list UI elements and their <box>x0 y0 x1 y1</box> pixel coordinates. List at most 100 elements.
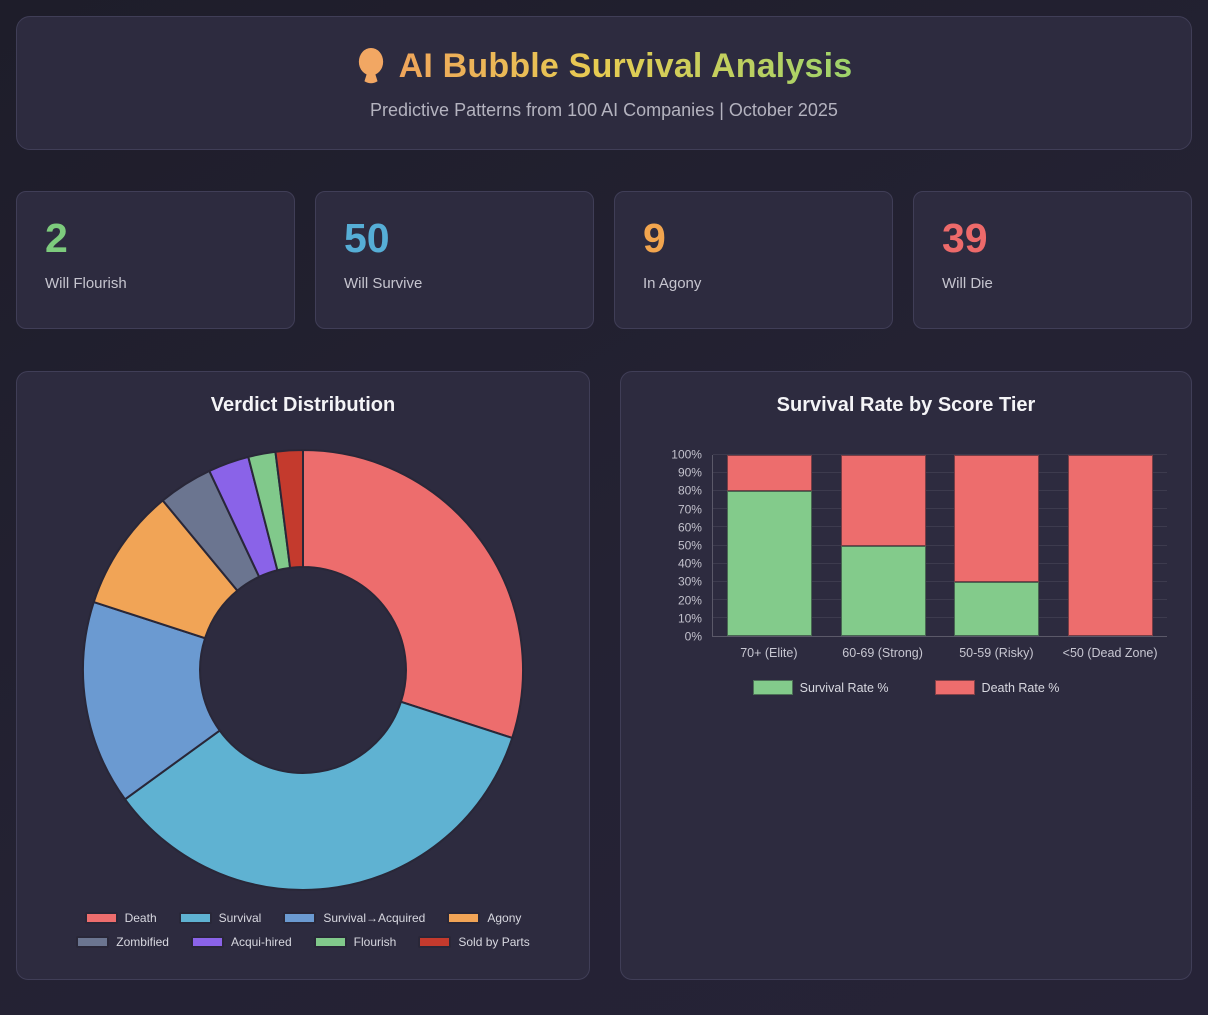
legend-label: Sold by Parts <box>458 935 530 949</box>
legend-swatch-agony <box>447 912 481 924</box>
survival-chart-legend: Survival Rate % Death Rate % <box>645 680 1167 695</box>
x-axis-label-50-59-risky: 50-59 (Risky) <box>959 646 1034 660</box>
legend-label: Flourish <box>353 935 397 949</box>
gridline <box>712 562 1167 564</box>
page-subtitle: Predictive Patterns from 100 AI Companie… <box>370 100 838 120</box>
legend-label: Acqui-hired <box>230 935 292 949</box>
bar-cell-70-elite <box>713 455 827 636</box>
legend-label: Survival Rate % <box>799 680 889 695</box>
y-axis: 0% 10% 20% 30% 40% 50% 60% 70% 80% 90% 100% <box>645 448 712 644</box>
gridline <box>712 544 1167 546</box>
legend-item-agony[interactable]: Agony <box>447 911 521 925</box>
legend-swatch-death-rate <box>934 680 975 695</box>
y-tick-label: 60% <box>677 520 702 535</box>
x-axis-label-50-dead-zone: <50 (Dead Zone) <box>1062 646 1158 660</box>
legend-item-acqui-hired[interactable]: Acqui-hired <box>190 935 292 949</box>
legend-item-zombified[interactable]: Zombified <box>76 935 169 949</box>
stat-value-in-agony: 9 <box>643 215 666 261</box>
legend-item-sold-by-parts[interactable]: Sold by Parts <box>418 935 530 949</box>
stat-label-in-agony: In Agony <box>643 275 702 292</box>
stat-card-will-die: 39 Will Die <box>913 191 1192 329</box>
bar-segment-survival-rate-70-elite[interactable] <box>727 491 813 636</box>
stat-value-will-survive: 50 <box>344 215 390 261</box>
y-tick-label: 50% <box>677 538 702 553</box>
bar-cell-50-59-risky <box>940 455 1054 636</box>
stat-value-will-die: 39 <box>942 215 988 261</box>
x-axis-label-70-elite: 70+ (Elite) <box>740 646 798 660</box>
header-panel: AI Bubble Survival Analysis Predictive P… <box>16 16 1192 150</box>
gridline <box>712 454 1167 455</box>
survival-rate-panel: Survival Rate by Score Tier 0% 10% 20% 30% 4… <box>619 371 1192 980</box>
legend-label: Survival→Acquired <box>323 911 426 925</box>
legend-item-survival[interactable]: Survival <box>178 911 262 925</box>
stat-card-in-agony: 9 In Agony <box>614 191 893 329</box>
gridline <box>712 472 1167 474</box>
legend-swatch-zombified <box>76 936 110 948</box>
bars-layer <box>713 455 1167 636</box>
pie-slice-sold-by-parts[interactable] <box>274 448 304 569</box>
verdict-chart-legend: Death Survival Survival→Acquired Agony Zombi… <box>41 911 565 949</box>
legend-row: Death Survival Survival→Acquired Agony <box>41 911 565 925</box>
stat-card-will-flourish: 2 Will Flourish <box>16 191 295 329</box>
y-tick-label: 90% <box>677 465 702 480</box>
gridline <box>712 526 1167 528</box>
legend-item-survival-acquired[interactable]: Survival→Acquired <box>283 911 425 925</box>
x-axis-labels: 70+ (Elite) 60-69 (Strong) 50-59 (Risky) <5… <box>712 646 1167 660</box>
legend-swatch-acqui-hired <box>190 936 224 948</box>
stat-label-will-survive: Will Survive <box>344 275 423 292</box>
gridline <box>712 490 1167 492</box>
legend-row: Zombified Acqui-hired Flourish Sold by Part… <box>41 935 565 949</box>
legend-label: Agony <box>487 911 522 925</box>
y-tick-label: 30% <box>677 574 702 589</box>
pie-slice-death[interactable] <box>301 448 524 740</box>
y-tick-label: 0% <box>684 629 702 644</box>
stat-label-will-die: Will Die <box>942 275 993 292</box>
survival-chart-title: Survival Rate by Score Tier <box>776 394 1036 416</box>
legend-swatch-survival-rate <box>752 680 793 695</box>
bar-segment-death-rate-70-elite[interactable] <box>727 455 813 492</box>
legend-label: Zombified <box>116 935 169 949</box>
legend-swatch-death <box>84 912 118 924</box>
y-tick-label: 20% <box>677 593 702 608</box>
legend-swatch-survival-acquired <box>283 912 317 924</box>
stat-value-will-flourish: 2 <box>45 215 68 261</box>
charts-row: Verdict Distribution Death Survival Surviv… <box>16 371 1192 980</box>
bar-stack-70-elite <box>727 455 813 636</box>
stat-card-will-survive: 50 Will Survive <box>315 191 594 329</box>
legend-item-flourish[interactable]: Flourish <box>313 935 397 949</box>
bar-segment-survival-rate-50-59-risky[interactable] <box>954 581 1040 636</box>
legend-item-death-rate[interactable]: Death Rate % <box>934 680 1060 695</box>
bar-segment-death-rate-50-59-risky[interactable] <box>954 455 1040 582</box>
legend-swatch-survival <box>178 912 212 924</box>
verdict-distribution-panel: Verdict Distribution Death Survival Surviv… <box>16 371 590 980</box>
legend-item-survival-rate[interactable]: Survival Rate % <box>752 680 889 695</box>
legend-label: Death Rate % <box>981 680 1060 695</box>
stats-row: 2 Will Flourish 50 Will Survive 9 In Ago… <box>16 191 1192 329</box>
legend-label: Death <box>124 911 157 925</box>
y-tick-label: 10% <box>677 611 702 626</box>
verdict-donut-chart[interactable] <box>80 447 526 893</box>
y-tick-label: 100% <box>671 447 702 462</box>
legend-swatch-sold-by-parts <box>418 936 452 948</box>
balloon-icon <box>356 47 386 86</box>
bar-segment-survival-rate-60-69-strong[interactable] <box>840 545 926 636</box>
bar-plot-area <box>711 454 1167 637</box>
bar-stack-50-dead-zone <box>1067 455 1153 636</box>
y-tick-label: 80% <box>677 483 702 498</box>
gridline <box>712 580 1167 582</box>
page-title: AI Bubble Survival Analysis <box>398 47 853 85</box>
bar-cell-50-dead-zone <box>1053 455 1167 636</box>
pie-slice-survival[interactable] <box>123 700 514 891</box>
x-axis-label-60-69-strong: 60-69 (Strong) <box>842 646 923 660</box>
pie-slice-survival-acquired[interactable] <box>82 600 222 801</box>
legend-swatch-flourish <box>313 936 347 948</box>
legend-item-death[interactable]: Death <box>84 911 157 925</box>
bar-segment-death-rate-50-dead-zone[interactable] <box>1067 455 1153 636</box>
y-tick-label: 70% <box>677 502 702 517</box>
bar-stack-50-59-risky <box>954 455 1040 636</box>
legend-label: Survival <box>218 911 262 925</box>
gridline <box>712 508 1167 510</box>
bar-cell-60-69-strong <box>826 455 940 636</box>
bar-segment-death-rate-60-69-strong[interactable] <box>840 455 926 546</box>
